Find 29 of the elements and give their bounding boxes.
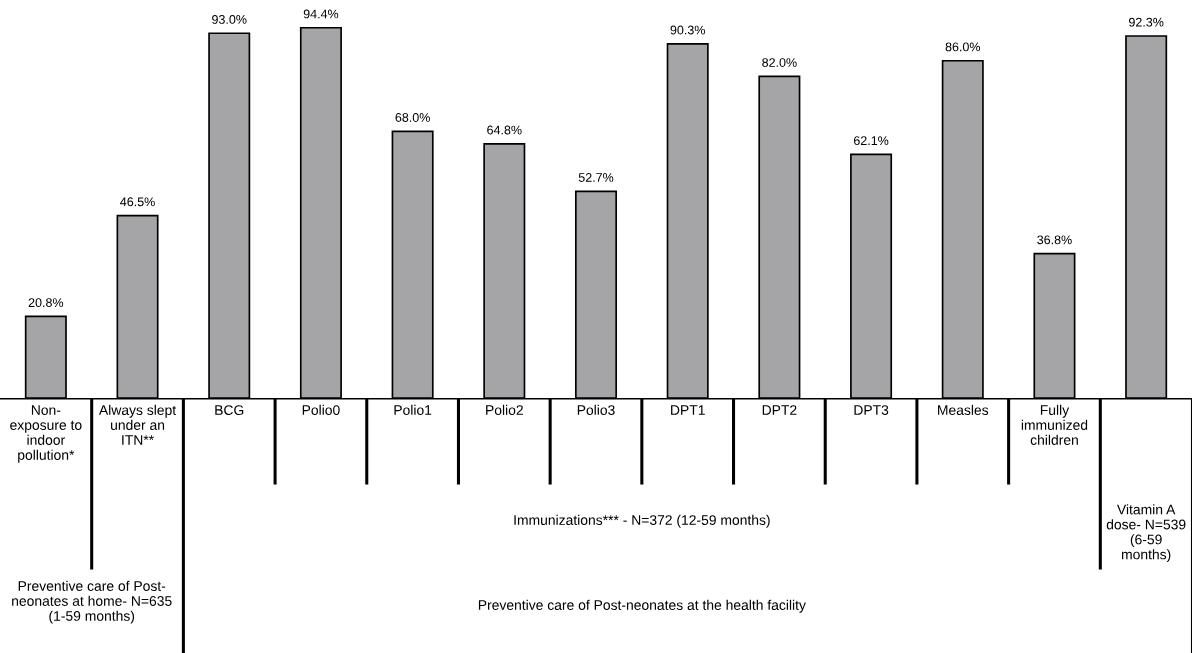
- data-label: 93.0%: [212, 14, 247, 24]
- x-tick-label: Polio2: [486, 404, 523, 415]
- data-label: 82.0%: [762, 58, 797, 67]
- data-label: 64.8%: [487, 125, 522, 135]
- x-tick-label: DPT2: [762, 405, 797, 415]
- data-label: 68.0%: [395, 113, 430, 122]
- data-label: 92.3%: [1129, 17, 1164, 27]
- x-tick-label: Polio0: [302, 404, 340, 415]
- data-label: 86.0%: [945, 42, 981, 52]
- x-tick-label: Fully immunized children: [1021, 404, 1088, 445]
- x-tick-label: Non- exposure to indoor pollution*: [10, 405, 82, 463]
- data-label: 36.8%: [1037, 235, 1072, 245]
- data-label: 46.5%: [120, 197, 155, 207]
- x-tick-label: BCG: [215, 405, 244, 415]
- text: Vitamin A dose- N=539 (6-59 months): [1106, 504, 1186, 563]
- data-label: 90.3%: [670, 25, 705, 35]
- data-label: 52.7%: [578, 173, 614, 182]
- x-tick-label: Measles: [938, 404, 989, 415]
- x-tick-label: Always slept under an ITN**: [98, 404, 177, 445]
- text: Preventive care of Post-neonates at the health facility: [478, 599, 806, 613]
- x-tick-label: DPT1: [671, 405, 705, 415]
- data-label: 20.8%: [28, 298, 64, 308]
- data-label: 94.4%: [303, 9, 339, 19]
- x-tick-label: DPT3: [854, 405, 889, 415]
- text: Immunizations*** - N=372 (12-59 months): [514, 514, 770, 528]
- data-label: 62.1%: [853, 136, 889, 146]
- x-tick-label: Polio1: [394, 404, 432, 415]
- text: Preventive care of Post- neonates at home- N=635 (1-59 months): [12, 580, 172, 624]
- x-tick-label: Polio3: [577, 404, 615, 415]
